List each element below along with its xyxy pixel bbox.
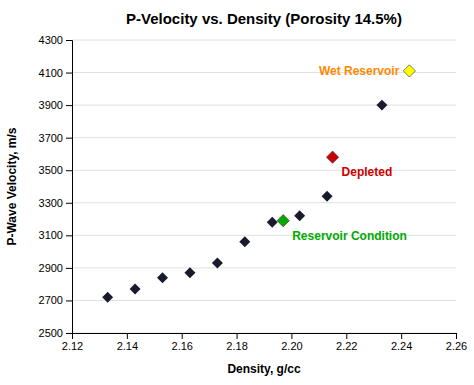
y-tick-label: 3500 bbox=[39, 164, 63, 176]
y-tick-mark bbox=[66, 235, 72, 236]
y-tick-mark bbox=[66, 203, 72, 204]
y-axis-title: P-Wave Velocity, m/s bbox=[5, 127, 19, 245]
grid-line bbox=[72, 300, 456, 301]
x-tick-mark bbox=[346, 333, 347, 339]
y-tick: 2500 bbox=[39, 327, 72, 339]
grid-line bbox=[72, 267, 456, 268]
y-tick: 3300 bbox=[39, 197, 72, 209]
x-tick: 2.16 bbox=[172, 333, 193, 352]
y-tick-label: 2700 bbox=[39, 294, 63, 306]
y-tick-label: 4100 bbox=[39, 67, 63, 79]
x-tick-mark bbox=[401, 333, 402, 339]
x-tick: 2.18 bbox=[226, 333, 247, 352]
y-tick-mark bbox=[66, 333, 72, 334]
point bbox=[322, 191, 333, 202]
point bbox=[157, 272, 168, 283]
points bbox=[102, 65, 415, 303]
annotations: Wet Reservoir Depleted Reservoir Condition bbox=[292, 64, 407, 243]
grid-line bbox=[72, 202, 456, 203]
x-axis-title: Density, g/cc bbox=[227, 362, 300, 376]
x-tick-label: 2.22 bbox=[336, 340, 357, 352]
x-axis: 2.12 2.14 2.16 2.18 2.20 2.22 2.24 2.26 bbox=[62, 333, 467, 352]
point bbox=[130, 284, 141, 295]
x-tick-label: 2.26 bbox=[446, 340, 467, 352]
series bbox=[277, 215, 289, 227]
series bbox=[326, 151, 338, 163]
y-tick: 4300 bbox=[39, 34, 72, 46]
x-tick-label: 2.12 bbox=[62, 340, 83, 352]
y-tick-mark bbox=[66, 73, 72, 74]
grid-line bbox=[72, 40, 456, 41]
y-tick: 3900 bbox=[39, 99, 72, 111]
title: P-Velocity vs. Density (Porosity 14.5%) bbox=[126, 10, 402, 27]
x-tick-label: 2.14 bbox=[117, 340, 138, 352]
x-tick: 2.20 bbox=[281, 333, 302, 352]
point bbox=[294, 210, 305, 221]
grid-line bbox=[72, 137, 456, 138]
x-tick-mark bbox=[127, 333, 128, 339]
x-tick-mark bbox=[456, 333, 457, 339]
x-tick: 2.24 bbox=[391, 333, 412, 352]
x-tick: 2.22 bbox=[336, 333, 357, 352]
y-tick-mark bbox=[66, 138, 72, 139]
y-tick: 3100 bbox=[39, 229, 72, 241]
y-tick-label: 4300 bbox=[39, 34, 63, 46]
x-tick-label: 2.18 bbox=[226, 340, 247, 352]
x-tick-mark bbox=[237, 333, 238, 339]
point bbox=[184, 267, 195, 278]
point bbox=[403, 65, 415, 77]
y-tick: 4100 bbox=[39, 67, 72, 79]
point bbox=[267, 217, 278, 228]
x-tick-mark bbox=[291, 333, 292, 339]
y-tick-label: 3700 bbox=[39, 132, 63, 144]
grid-line bbox=[72, 170, 456, 171]
x-tick: 2.12 bbox=[62, 333, 83, 352]
y-tick: 2900 bbox=[39, 262, 72, 274]
point bbox=[239, 236, 250, 247]
x-tick: 2.26 bbox=[446, 333, 467, 352]
y-tick: 2700 bbox=[39, 294, 72, 306]
x-axis-line bbox=[73, 334, 457, 340]
y-tick: 3500 bbox=[39, 164, 72, 176]
point bbox=[212, 258, 223, 269]
y-tick-mark bbox=[66, 40, 72, 41]
y-axis: 2500 2700 2900 3100 3300 3500 3700 3900 4100 4300 bbox=[39, 34, 73, 339]
x-tick: 2.14 bbox=[117, 333, 138, 352]
x-tick-label: 2.20 bbox=[281, 340, 302, 352]
annotation: Reservoir Condition bbox=[292, 229, 407, 243]
grid bbox=[72, 40, 456, 333]
y-tick-label: 3100 bbox=[39, 229, 63, 241]
grid-line bbox=[72, 105, 456, 106]
x-tick-label: 2.16 bbox=[172, 340, 193, 352]
y-tick-label: 2500 bbox=[39, 327, 63, 339]
series bbox=[102, 100, 387, 303]
y-tick-label: 3300 bbox=[39, 197, 63, 209]
y-tick-mark bbox=[66, 268, 72, 269]
point bbox=[376, 100, 387, 111]
series bbox=[403, 65, 415, 77]
y-tick-mark bbox=[66, 300, 72, 301]
y-tick-label: 3900 bbox=[39, 99, 63, 111]
y-tick-mark bbox=[66, 170, 72, 171]
point bbox=[277, 215, 289, 227]
point bbox=[326, 151, 338, 163]
chart: 2.12 2.14 2.16 2.18 2.20 2.22 2.24 2.26 2500 2700… bbox=[0, 0, 474, 385]
annotation: Depleted bbox=[342, 165, 393, 179]
point bbox=[102, 292, 113, 303]
y-tick-label: 2900 bbox=[39, 262, 63, 274]
y-axis-line bbox=[66, 41, 73, 334]
y-tick-mark bbox=[66, 105, 72, 106]
annotation: Wet Reservoir bbox=[319, 64, 400, 78]
y-tick: 3700 bbox=[39, 132, 72, 144]
x-tick-mark bbox=[182, 333, 183, 339]
plot-area: 2.12 2.14 2.16 2.18 2.20 2.22 2.24 2.26 2500 2700… bbox=[39, 34, 468, 352]
x-tick-label: 2.24 bbox=[391, 340, 412, 352]
